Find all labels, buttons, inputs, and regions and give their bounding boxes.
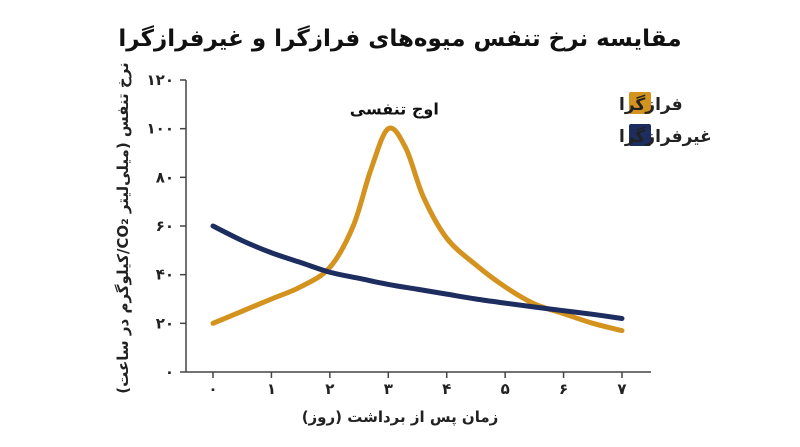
- legend-swatch-non-climacteric: [629, 124, 651, 146]
- y-tick-label: ۱۲۰: [147, 71, 174, 89]
- x-tick-label: ۱: [267, 380, 276, 398]
- x-tick-label: ۵: [501, 380, 510, 398]
- y-tick-label: ۱۰۰: [147, 120, 174, 138]
- ticks: ۰ ۲۰ ۴۰ ۶۰ ۸۰ ۱۰۰ ۱۲۰ ۰ ۱ ۲ ۳ ۴ ۵ ۶ ۷: [147, 71, 627, 398]
- line-non-climacteric: [210, 223, 625, 321]
- legend-label-climacteric: فرازگرا: [619, 94, 683, 115]
- y-tick-label: ۶۰: [156, 217, 174, 235]
- series-lines: [210, 125, 625, 334]
- line-climacteric: [210, 125, 625, 334]
- x-tick-label: ۶: [559, 380, 568, 398]
- chart-title: مقایسه نرخ تنفس میوه‌های فرازگرا و غیرفر…: [118, 25, 681, 52]
- x-tick-label: ۴: [442, 380, 451, 398]
- x-axis-label: زمان پس از برداشت (روز): [302, 408, 499, 427]
- legend-swatch-climacteric: [629, 92, 651, 114]
- x-tick-label: ۰: [208, 380, 217, 398]
- x-tick-label: ۳: [384, 380, 393, 398]
- y-tick-label: ۲۰: [156, 314, 174, 332]
- peak-annotation: اوج تنفسی: [350, 100, 439, 119]
- y-axis-label: نرخ تنفس (میلی‌لیتر CO₂/کیلوگرم در ساعت): [114, 62, 132, 393]
- y-tick-label: ۴۰: [156, 266, 174, 284]
- y-tick-label: ۰: [165, 363, 174, 381]
- axes: [185, 80, 651, 373]
- legend-label-non-climacteric: غیرفرازگرا: [619, 126, 712, 147]
- x-tick-label: ۷: [617, 380, 626, 398]
- x-tick-label: ۲: [325, 380, 334, 398]
- y-tick-label: ۸۰: [156, 168, 174, 186]
- legend: فرازگرا غیرفرازگرا: [619, 92, 712, 147]
